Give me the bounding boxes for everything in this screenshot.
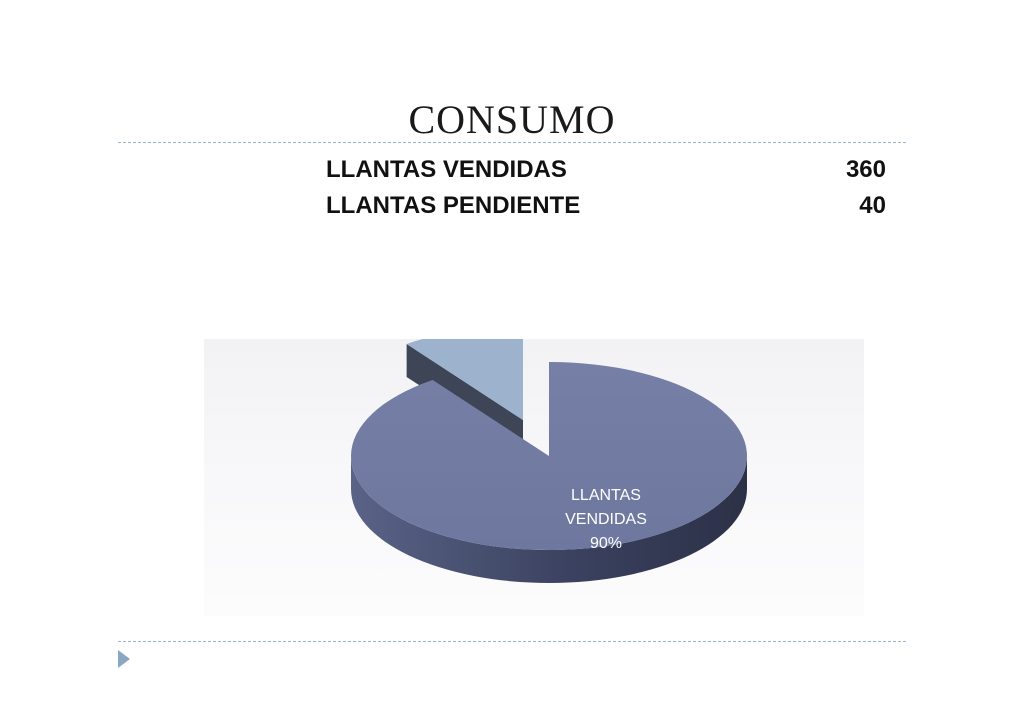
consumption-table: LLANTAS VENDIDAS 360 LLANTAS PENDIENTE 4… bbox=[326, 152, 886, 224]
row-value: 360 bbox=[845, 156, 886, 183]
table-row: LLANTAS PENDIENTE 40 bbox=[326, 188, 886, 224]
pie-data-label-line: 90% bbox=[590, 535, 622, 552]
pie-data-label-line: VENDIDAS bbox=[565, 511, 647, 528]
pie-data-label: LLANTAS VENDIDAS 90% bbox=[565, 487, 647, 552]
pie-data-label-line: LLANTAS bbox=[571, 487, 641, 504]
slide-title: CONSUMO bbox=[408, 97, 616, 142]
pie-slice-side bbox=[351, 456, 747, 583]
table-row: LLANTAS VENDIDAS 360 bbox=[326, 152, 886, 188]
row-label: LLANTAS PENDIENTE bbox=[326, 192, 581, 219]
row-value: 40 bbox=[859, 192, 886, 219]
top-divider bbox=[118, 142, 906, 143]
pie-chart-svg: LLANTAS VENDIDAS 90% bbox=[350, 339, 747, 583]
pie-slice-top bbox=[406, 339, 523, 420]
row-label: LLANTAS VENDIDAS bbox=[326, 156, 567, 183]
pie-slice-vendidas bbox=[350, 362, 747, 583]
pie-chart: LLANTAS VENDIDAS 90% bbox=[204, 339, 864, 616]
bottom-divider bbox=[118, 641, 906, 642]
triangle-right-icon[interactable] bbox=[118, 650, 130, 668]
pie-slice-top bbox=[350, 362, 747, 550]
